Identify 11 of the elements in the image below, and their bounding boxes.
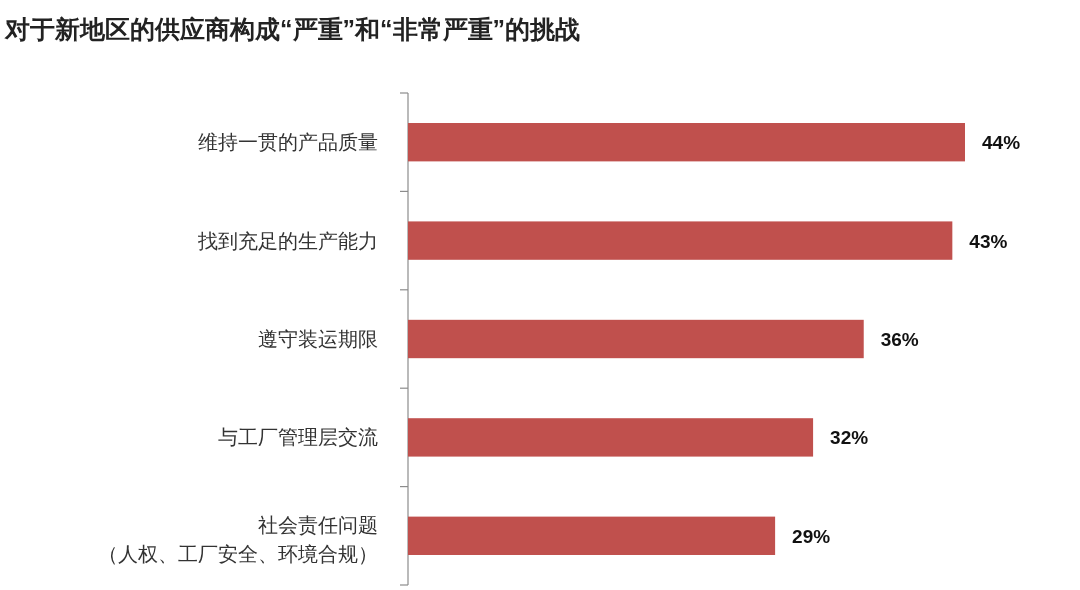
category-label: 社会责任问题（人权、工厂安全、环境合规） [98, 514, 378, 566]
value-label: 36% [880, 329, 919, 350]
category-label: 找到充足的生产能力 [198, 229, 378, 252]
value-label: 44% [982, 132, 1021, 154]
category-label: 与工厂管理层交流 [218, 426, 378, 449]
category-label: 维持一贯的产品质量 [198, 131, 378, 154]
value-label: 32% [830, 427, 869, 449]
value-label: 43% [969, 230, 1008, 252]
title: 对于新地区的供应商构成“严重”和“非常严重”的挑战 [5, 15, 580, 43]
category-label: 遵守装运期限 [258, 328, 378, 350]
value-label: 29% [792, 525, 831, 547]
